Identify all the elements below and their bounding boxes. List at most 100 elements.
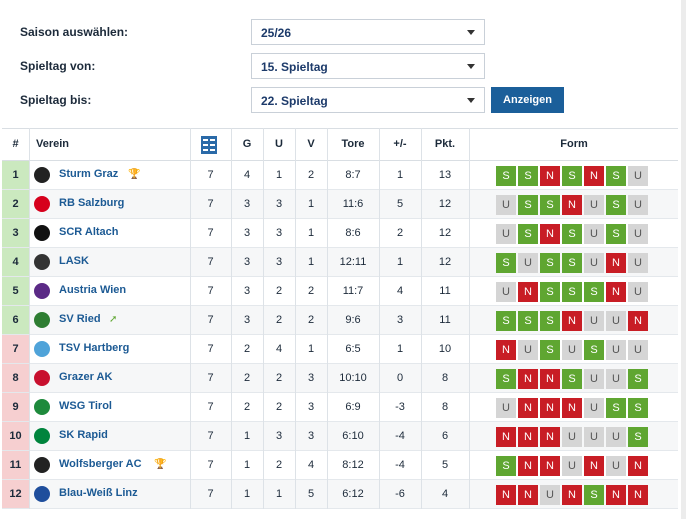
- form-result-badge[interactable]: N: [540, 427, 560, 447]
- form-result-badge[interactable]: U: [496, 224, 516, 244]
- header-goals[interactable]: Tore: [341, 138, 365, 150]
- form-result-badge[interactable]: U: [584, 311, 604, 331]
- form-result-badge[interactable]: U: [584, 224, 604, 244]
- form-result-badge[interactable]: S: [628, 398, 648, 418]
- header-club[interactable]: Verein: [36, 138, 70, 150]
- form-result-badge[interactable]: U: [562, 340, 582, 360]
- header-wins[interactable]: G: [242, 138, 252, 150]
- table-row[interactable]: 8 Grazer AK 7 2 2 3 10:10 0 8 S N N S U U S: [2, 364, 678, 393]
- form-result-badge[interactable]: S: [496, 166, 516, 186]
- form-result-badge[interactable]: U: [606, 369, 626, 389]
- form-result-badge[interactable]: S: [562, 369, 582, 389]
- header-draws[interactable]: U: [275, 138, 283, 150]
- form-result-badge[interactable]: N: [518, 369, 538, 389]
- form-result-badge[interactable]: U: [606, 456, 626, 476]
- form-result-badge[interactable]: N: [518, 398, 538, 418]
- form-result-badge[interactable]: U: [496, 282, 516, 302]
- form-result-badge[interactable]: N: [562, 311, 582, 331]
- to-matchday-select[interactable]: 22. Spieltag: [251, 87, 485, 113]
- form-result-badge[interactable]: U: [584, 195, 604, 215]
- form-result-badge[interactable]: S: [518, 224, 538, 244]
- form-result-badge[interactable]: S: [540, 311, 560, 331]
- form-result-badge[interactable]: N: [562, 398, 582, 418]
- table-row[interactable]: 10 SK Rapid 7 1 3 3 6:10 -4 6 N N N U U U S: [2, 422, 678, 451]
- form-result-badge[interactable]: S: [562, 224, 582, 244]
- form-result-badge[interactable]: N: [628, 456, 648, 476]
- form-result-badge[interactable]: U: [518, 253, 538, 273]
- form-result-badge[interactable]: U: [584, 253, 604, 273]
- club-name-link[interactable]: TSV Hartberg: [59, 342, 130, 354]
- form-result-badge[interactable]: S: [584, 282, 604, 302]
- header-losses[interactable]: V: [307, 138, 315, 150]
- form-result-badge[interactable]: U: [496, 195, 516, 215]
- club-name-link[interactable]: WSG Tirol: [59, 400, 112, 412]
- form-result-badge[interactable]: N: [518, 427, 538, 447]
- form-result-badge[interactable]: S: [562, 166, 582, 186]
- form-result-badge[interactable]: N: [540, 369, 560, 389]
- form-result-badge[interactable]: U: [628, 166, 648, 186]
- table-row[interactable]: 4 LASK 7 3 3 1 12:11 1 12 S U S S U N U: [2, 248, 678, 277]
- form-result-badge[interactable]: S: [496, 253, 516, 273]
- form-result-badge[interactable]: S: [540, 340, 560, 360]
- club-name-link[interactable]: SK Rapid: [59, 429, 108, 441]
- form-result-badge[interactable]: U: [628, 282, 648, 302]
- form-result-badge[interactable]: U: [628, 224, 648, 244]
- form-result-badge[interactable]: S: [606, 398, 626, 418]
- form-result-badge[interactable]: S: [518, 166, 538, 186]
- table-row[interactable]: 11 Wolfsberger AC 🏆 7 1 2 4 8:12 -4 5 S N N U N U N: [2, 451, 678, 480]
- form-result-badge[interactable]: S: [496, 311, 516, 331]
- form-result-badge[interactable]: N: [584, 456, 604, 476]
- header-diff[interactable]: +/-: [393, 138, 407, 150]
- form-result-badge[interactable]: U: [562, 456, 582, 476]
- form-result-badge[interactable]: U: [628, 253, 648, 273]
- form-result-badge[interactable]: N: [496, 340, 516, 360]
- form-result-badge[interactable]: N: [562, 485, 582, 505]
- club-name-link[interactable]: SV Ried: [59, 313, 101, 325]
- form-result-badge[interactable]: S: [606, 195, 626, 215]
- table-row[interactable]: 3 SCR Altach 7 3 3 1 8:6 2 12 U S N S U S U: [2, 219, 678, 248]
- form-result-badge[interactable]: U: [540, 485, 560, 505]
- form-result-badge[interactable]: U: [562, 427, 582, 447]
- table-row[interactable]: 7 TSV Hartberg 7 2 4 1 6:5 1 10 N U S U S U U: [2, 335, 678, 364]
- form-result-badge[interactable]: U: [606, 427, 626, 447]
- form-result-badge[interactable]: S: [584, 340, 604, 360]
- form-result-badge[interactable]: U: [628, 195, 648, 215]
- form-result-badge[interactable]: U: [606, 340, 626, 360]
- from-matchday-select[interactable]: 15. Spieltag: [251, 53, 485, 79]
- club-name-link[interactable]: Blau-Weiß Linz: [59, 487, 138, 499]
- form-result-badge[interactable]: N: [584, 166, 604, 186]
- club-name-link[interactable]: SCR Altach: [59, 226, 119, 238]
- table-row[interactable]: 2 RB Salzburg 7 3 3 1 11:6 5 12 U S S N U S U: [2, 190, 678, 219]
- form-result-badge[interactable]: N: [606, 253, 626, 273]
- form-result-badge[interactable]: N: [628, 485, 648, 505]
- table-row[interactable]: 12 Blau-Weiß Linz 7 1 1 5 6:12 -6 4 N N U N S N N: [2, 480, 678, 509]
- show-button[interactable]: Anzeigen: [491, 87, 564, 113]
- header-points[interactable]: Pkt.: [434, 138, 456, 150]
- table-row[interactable]: 6 SV Ried ➚ 7 3 2 2 9:6 3 11 S S S N U U N: [2, 306, 678, 335]
- form-result-badge[interactable]: N: [606, 485, 626, 505]
- form-result-badge[interactable]: U: [584, 398, 604, 418]
- season-select[interactable]: 25/26: [251, 19, 485, 45]
- form-result-badge[interactable]: S: [562, 253, 582, 273]
- form-result-badge[interactable]: S: [606, 166, 626, 186]
- form-result-badge[interactable]: U: [518, 340, 538, 360]
- form-result-badge[interactable]: S: [628, 427, 648, 447]
- form-result-badge[interactable]: S: [540, 195, 560, 215]
- form-result-badge[interactable]: N: [540, 398, 560, 418]
- table-row[interactable]: 5 Austria Wien 7 3 2 2 11:7 4 11 U N S S S N U: [2, 277, 678, 306]
- form-result-badge[interactable]: S: [518, 195, 538, 215]
- form-result-badge[interactable]: S: [584, 485, 604, 505]
- club-name-link[interactable]: Sturm Graz: [59, 168, 119, 180]
- form-result-badge[interactable]: U: [606, 311, 626, 331]
- header-played[interactable]: [201, 136, 217, 157]
- form-result-badge[interactable]: U: [628, 340, 648, 360]
- table-row[interactable]: 9 WSG Tirol 7 2 2 3 6:9 -3 8 U N N N U S S: [2, 393, 678, 422]
- form-result-badge[interactable]: N: [606, 282, 626, 302]
- form-result-badge[interactable]: S: [540, 253, 560, 273]
- form-result-badge[interactable]: U: [584, 427, 604, 447]
- club-name-link[interactable]: LASK: [59, 255, 89, 267]
- form-result-badge[interactable]: S: [496, 456, 516, 476]
- form-result-badge[interactable]: N: [518, 485, 538, 505]
- form-result-badge[interactable]: S: [628, 369, 648, 389]
- form-result-badge[interactable]: N: [496, 427, 516, 447]
